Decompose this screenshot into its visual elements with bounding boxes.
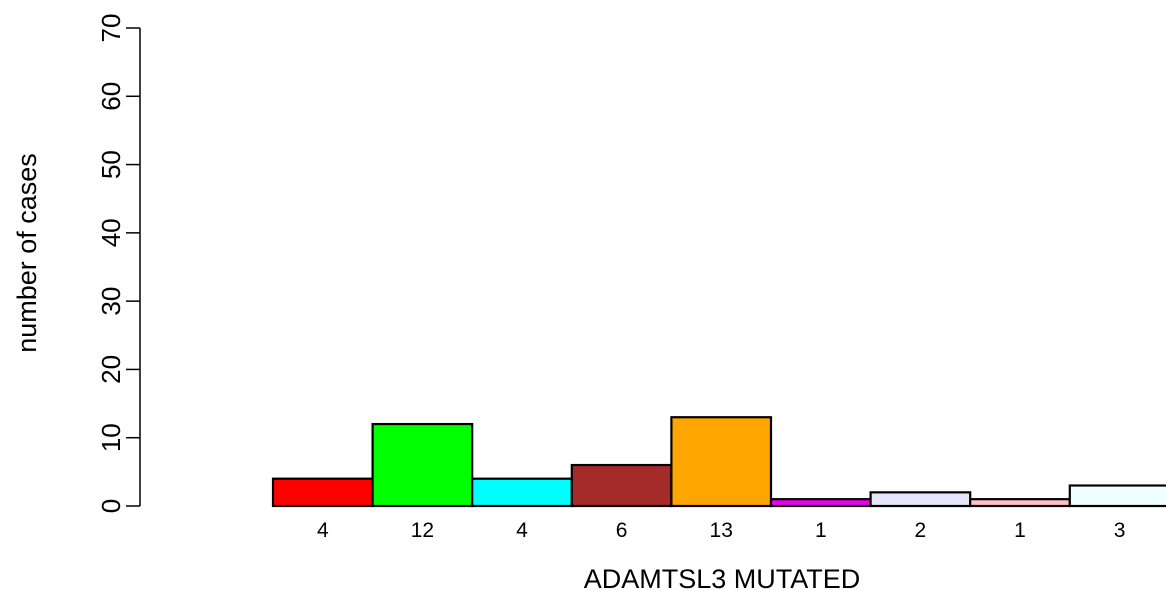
category-label: 13 — [710, 519, 733, 542]
bar — [969, 498, 1071, 508]
y-tick-label: 60 — [96, 82, 126, 111]
bar — [869, 491, 972, 508]
bar — [570, 463, 673, 508]
bar — [769, 498, 872, 508]
category-label: 4 — [516, 519, 528, 542]
category-label: 6 — [616, 519, 628, 542]
y-tick-label: 30 — [96, 287, 126, 316]
y-tick-label: 10 — [96, 423, 126, 452]
y-tick-label: 40 — [96, 218, 126, 247]
bar — [670, 416, 773, 508]
category-label: 3 — [1114, 519, 1126, 542]
bar — [1068, 484, 1166, 508]
category-label: 1 — [815, 519, 827, 542]
bars — [271, 416, 1166, 508]
y-tick-label: 70 — [96, 14, 126, 43]
category-label: 2 — [915, 519, 927, 542]
y-tick-label: 0 — [96, 499, 126, 513]
bar — [271, 477, 374, 508]
category-label: 12 — [411, 519, 434, 542]
category-label: 4 — [317, 519, 329, 542]
bar — [471, 477, 573, 508]
category-label: 1 — [1014, 519, 1026, 542]
x-axis-label: ADAMTSL3 MUTATED — [584, 564, 861, 590]
category-labels: 4 12 4 6 13 1 2 1 3 — [317, 519, 1125, 542]
y-axis-label: number of cases — [12, 153, 42, 353]
bar — [371, 422, 474, 508]
y-tick-label: 50 — [96, 150, 126, 179]
y-tick-label: 20 — [96, 355, 126, 384]
y-axis: 0 10 20 30 40 50 60 70 — [96, 14, 141, 513]
